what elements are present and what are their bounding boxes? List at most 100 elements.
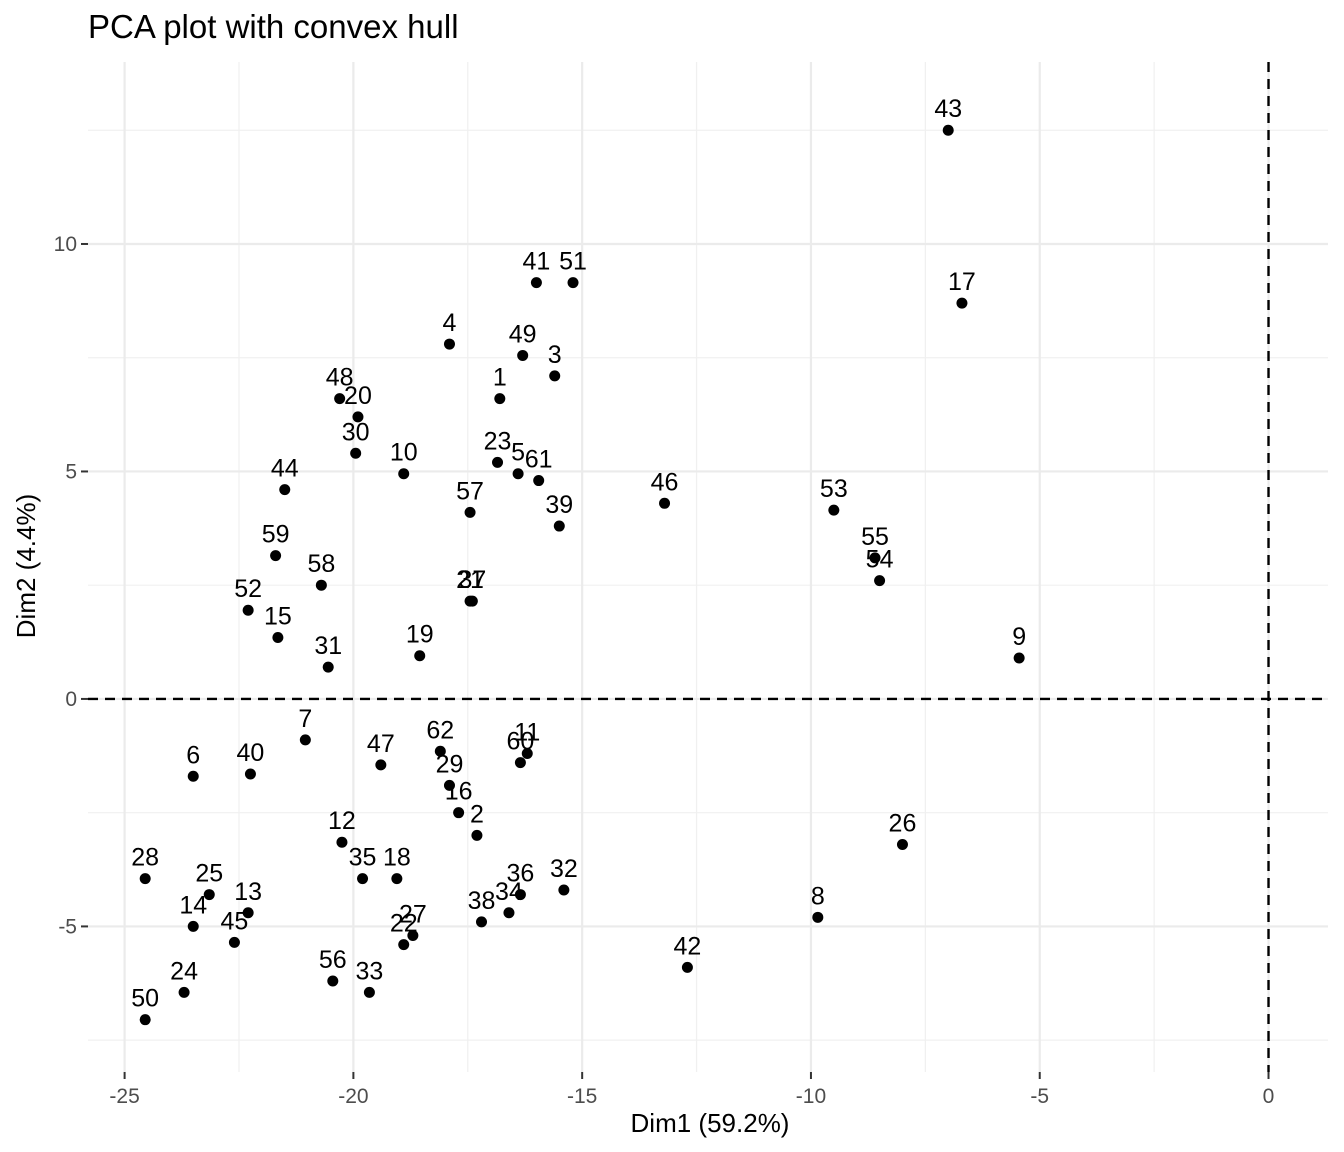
data-point-43 (942, 124, 954, 136)
data-point-61 (533, 475, 545, 487)
data-point-47 (375, 759, 387, 771)
data-point-label-29: 29 (436, 750, 464, 778)
data-point-label-19: 19 (406, 621, 434, 649)
data-point-17 (956, 297, 968, 309)
data-point-44 (279, 484, 291, 496)
data-point-12 (336, 836, 348, 848)
x-axis-title: Dim1 (59.2%) (631, 1108, 790, 1138)
data-point-label-15: 15 (264, 603, 292, 631)
data-point-label-39: 39 (545, 491, 573, 519)
data-point-label-56: 56 (319, 946, 347, 974)
y-tick-label: 5 (65, 460, 77, 483)
data-point-19 (414, 650, 426, 662)
data-point-label-7: 7 (298, 705, 312, 733)
data-point-label-59: 59 (262, 521, 290, 549)
data-point-label-62: 62 (426, 716, 454, 744)
data-point-15 (272, 632, 284, 644)
data-point-22 (398, 939, 410, 951)
data-point-label-10: 10 (390, 439, 418, 467)
data-point-11 (521, 748, 533, 760)
data-point-label-8: 8 (811, 882, 825, 910)
x-tick-label: -5 (1030, 1085, 1049, 1108)
data-point-25 (203, 889, 215, 901)
data-point-label-33: 33 (355, 957, 383, 985)
data-point-36 (514, 889, 526, 901)
data-point-label-54: 54 (866, 546, 894, 574)
data-point-62 (434, 745, 446, 757)
data-point-23 (492, 456, 504, 468)
data-point-29 (443, 779, 455, 791)
data-point-42 (681, 961, 693, 973)
data-point-37 (466, 595, 478, 607)
data-point-53 (828, 504, 840, 516)
x-tick-label: -25 (109, 1085, 139, 1108)
data-point-48 (334, 393, 346, 405)
data-point-9 (1013, 652, 1025, 664)
data-point-label-13: 13 (234, 878, 262, 906)
data-point-label-12: 12 (328, 807, 356, 835)
data-point-10 (398, 468, 410, 480)
data-point-label-60: 60 (506, 728, 534, 756)
data-point-41 (530, 277, 542, 289)
data-point-label-32: 32 (550, 855, 578, 883)
data-point-33 (363, 986, 375, 998)
data-point-label-9: 9 (1012, 623, 1026, 651)
data-point-label-24: 24 (170, 957, 198, 985)
data-point-label-14: 14 (179, 891, 207, 919)
data-point-label-41: 41 (523, 248, 551, 276)
data-point-label-47: 47 (367, 730, 395, 758)
data-point-59 (270, 550, 282, 562)
data-point-label-17: 17 (948, 268, 976, 296)
data-point-51 (567, 277, 579, 289)
data-point-49 (517, 349, 529, 361)
data-point-label-28: 28 (131, 844, 159, 872)
data-point-26 (896, 839, 908, 851)
data-point-label-35: 35 (349, 844, 377, 872)
data-point-40 (244, 768, 256, 780)
data-points (139, 124, 1025, 1026)
x-tick-label: -15 (567, 1085, 597, 1108)
data-point-45 (228, 936, 240, 948)
data-point-5 (512, 468, 524, 480)
data-point-39 (553, 520, 565, 532)
data-point-label-42: 42 (674, 932, 702, 960)
data-point-32 (558, 884, 570, 896)
data-point-50 (139, 1014, 151, 1026)
data-point-55 (869, 552, 881, 564)
data-point-label-18: 18 (383, 844, 411, 872)
data-point-label-22: 22 (390, 910, 418, 938)
x-tick-label: -20 (338, 1085, 368, 1108)
data-point-56 (327, 975, 339, 987)
data-point-54 (874, 575, 886, 587)
data-point-label-5: 5 (511, 439, 525, 467)
data-point-52 (242, 604, 254, 616)
data-point-2 (471, 829, 483, 841)
data-point-13 (242, 907, 254, 919)
data-point-27 (407, 930, 419, 942)
data-point-35 (357, 873, 369, 885)
data-point-label-46: 46 (651, 468, 679, 496)
data-point-label-45: 45 (221, 907, 249, 935)
data-point-31 (322, 661, 334, 673)
data-point-label-23: 23 (484, 427, 512, 455)
x-tick-label: -10 (796, 1085, 826, 1108)
data-point-label-58: 58 (307, 550, 335, 578)
data-point-18 (391, 873, 403, 885)
data-point-label-57: 57 (456, 477, 484, 505)
data-point-label-16: 16 (445, 778, 473, 806)
data-point-7 (299, 734, 311, 746)
data-point-label-37: 37 (458, 566, 486, 594)
reference-lines (88, 62, 1328, 1072)
data-point-label-25: 25 (195, 860, 223, 888)
data-point-label-55: 55 (861, 523, 889, 551)
data-point-46 (659, 497, 671, 509)
data-point-20 (352, 411, 364, 423)
data-point-57 (464, 506, 476, 518)
data-point-label-31: 31 (314, 632, 342, 660)
data-point-1 (494, 393, 506, 405)
data-point-6 (187, 770, 199, 782)
data-point-label-26: 26 (889, 810, 917, 838)
data-point-58 (315, 579, 327, 591)
